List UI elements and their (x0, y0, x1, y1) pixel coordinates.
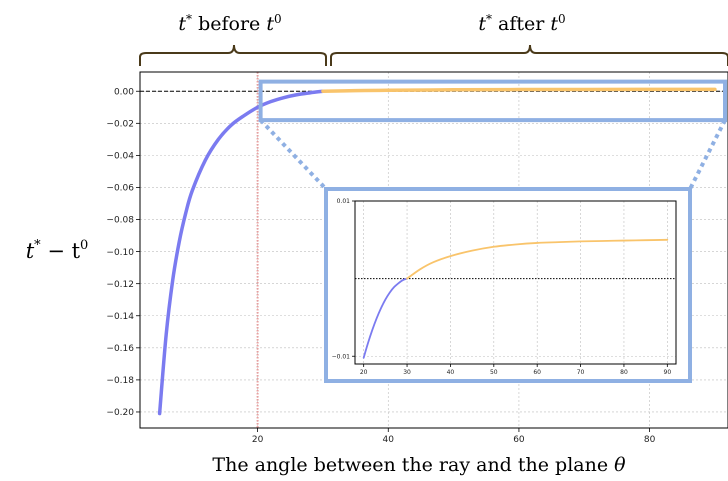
ylabel-base: t (26, 239, 35, 263)
x-tick-label: 20 (252, 435, 264, 445)
x-tick-label: 50 (490, 369, 498, 376)
x-tick-label: 30 (403, 369, 411, 376)
y-tick-label: −0.01 (332, 353, 351, 360)
y-tick-label: −0.20 (106, 408, 134, 418)
x-tick-label: 40 (383, 435, 395, 445)
after-sup2: 0 (558, 12, 566, 26)
series-line-before (157, 89, 325, 416)
ylabel-minus: − t (41, 239, 81, 263)
ylabel-sup2: 0 (80, 238, 88, 253)
x-tick-label: 80 (620, 369, 628, 376)
inset-ticks: 20 30 40 50 60 70 80 90 0.01 −0.01 (332, 198, 672, 376)
y-tick-label: −0.18 (106, 376, 134, 386)
y-tick-label: −0.06 (106, 184, 134, 194)
brace-after (330, 44, 728, 66)
label-t-after: t* after t0 (478, 12, 565, 35)
xlabel-text: The angle between the ray and the plane (212, 454, 614, 476)
inset-axes-frame (354, 200, 677, 365)
inset-plot: 20 30 40 50 60 70 80 90 0.01 −0.01 (324, 187, 692, 383)
inset-border (324, 187, 692, 383)
y-axis-label: t* − t0 (26, 238, 89, 263)
zoom-connector-left (259, 118, 328, 191)
y-tick-label: −0.04 (106, 152, 134, 162)
inset-background (326, 189, 690, 381)
inset-series (362, 238, 669, 359)
y-tick-label: −0.08 (106, 216, 134, 226)
after-base: t (478, 13, 486, 35)
y-tick-label: −0.12 (106, 280, 134, 290)
after-mid: after (492, 13, 550, 35)
y-tick-label: 0.00 (114, 87, 134, 97)
main-series (157, 87, 717, 416)
y-tick-label: −0.16 (106, 344, 134, 354)
zoom-region-box (258, 79, 727, 123)
y-tick-label: −0.02 (106, 119, 134, 129)
zoom-overlay (258, 79, 727, 191)
x-tick-label: 70 (577, 369, 585, 376)
before-sup: * (186, 12, 192, 26)
x-tick-label: 60 (533, 369, 541, 376)
zoom-connector-right (688, 119, 727, 190)
y-tick-label: 0.01 (337, 198, 351, 205)
x-tick-label: 40 (447, 369, 455, 376)
x-tick-label: 80 (644, 435, 656, 445)
x-tick-label: 90 (664, 369, 672, 376)
before-sup2: 0 (274, 12, 282, 26)
y-tick-label: −0.14 (106, 312, 134, 322)
after-sup: * (486, 12, 492, 26)
series-line-after (321, 87, 717, 93)
main-ticks: 20 40 60 80 0.00 −0.02 −0.04 −0.06 −0.08 −0.10 −0.… (106, 87, 655, 445)
main-axes-frame (139, 71, 728, 429)
x-tick-label: 60 (513, 435, 525, 445)
x-axis-label: The angle between the ray and the plane … (212, 454, 626, 476)
series-line-after (406, 238, 669, 280)
before-mid: before (192, 13, 266, 35)
after-base2: t (550, 13, 558, 35)
label-t-before: t* before t0 (178, 12, 281, 35)
y-tick-label: −0.10 (106, 248, 134, 258)
xlabel-symbol: θ (614, 454, 626, 476)
x-tick-label: 20 (360, 369, 368, 376)
before-base: t (178, 13, 186, 35)
before-base2: t (266, 13, 274, 35)
ylabel-sup1: * (34, 238, 41, 253)
brace-before (139, 44, 327, 66)
